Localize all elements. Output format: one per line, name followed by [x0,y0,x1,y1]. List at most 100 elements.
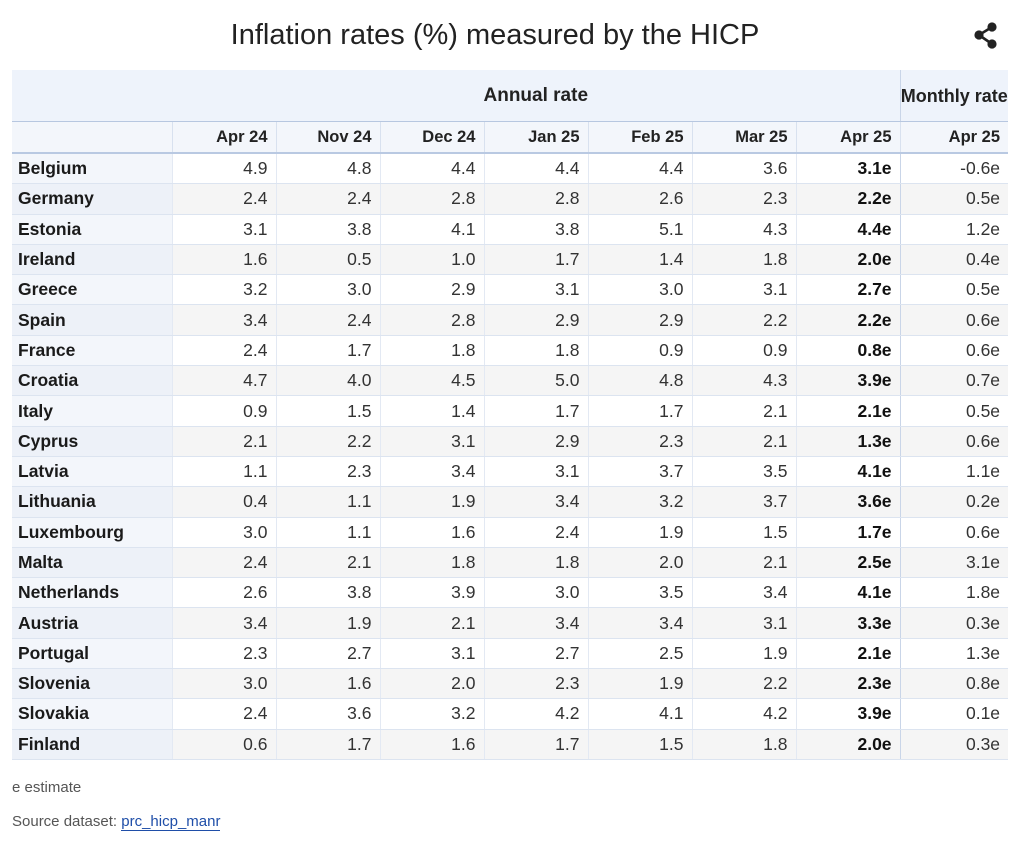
annual-rate-cell: 3.5 [691,456,796,488]
annual-rate-cell: 3.8 [275,214,380,245]
annual-rate-cell: 2.4 [275,304,380,336]
country-cell: Estonia [12,214,172,245]
country-cell: Slovenia [12,668,172,700]
annual-rate-cell: 2.3 [587,426,692,457]
annual-rate-cell: 0.9 [691,335,796,367]
table-row: Austria 3.4 1.9 2.1 3.4 3.4 3.1 3.3e 0.3e [12,607,1009,639]
annual-rate-cell: 2.2 [275,426,380,457]
monthly-rate-cell: 0.5e [899,183,1009,215]
country-header [12,121,172,154]
share-icon [974,22,997,49]
annual-rate-cell: 2.0e [795,244,901,276]
annual-rate-cell: 1.9 [691,638,796,670]
annual-rate-cell: 3.2 [587,486,692,518]
annual-rate-cell: 2.2 [691,304,796,336]
annual-rate-cell: 1.7e [795,517,901,548]
table-row: Luxembourg 3.0 1.1 1.6 2.4 1.9 1.5 1.7e 0.6e [12,517,1009,548]
annual-rate-cell: 3.0 [483,577,588,609]
table-row: Greece 3.2 3.0 2.9 3.1 3.0 3.1 2.7e 0.5e [12,274,1009,306]
country-cell: Luxembourg [12,517,172,548]
monthly-rate-cell: 0.5e [899,395,1009,427]
annual-rate-cell: 4.8 [587,365,692,397]
annual-rate-cell: 1.6 [379,517,484,548]
annual-rate-cell: 2.1 [171,426,276,457]
footnote: e estimate [12,779,82,796]
monthly-rate-cell: 0.6e [899,517,1009,548]
annual-rate-cell: 1.8 [379,335,484,367]
table-body: Belgium 4.9 4.8 4.4 4.4 4.4 3.6 3.1e -0.6e German… [12,153,1009,760]
annual-rate-cell: 3.4 [483,607,588,639]
annual-rate-cell: 0.6 [171,729,276,760]
country-cell: Germany [12,183,172,215]
monthly-rate-cell: 0.1e [899,698,1009,730]
annual-rate-cell: 5.1 [587,214,692,245]
page-title: Inflation rates (%) measured by the HICP [230,19,760,51]
annual-rate-cell: 1.5 [275,395,380,427]
annual-rate-cell: 2.4 [171,183,276,215]
monthly-rate-cell: 0.3e [899,607,1009,639]
table-row: Estonia 3.1 3.8 4.1 3.8 5.1 4.3 4.4e 1.2e [12,214,1009,245]
monthly-rate-cell: 1.1e [899,456,1009,488]
annual-rate-cell: 3.6 [691,153,796,185]
annual-rate-cell: 2.4 [275,183,380,215]
annual-rate-cell: 4.9 [171,153,276,185]
source-dataset-link[interactable]: prc_hicp_manr [121,813,221,831]
country-cell: Slovakia [12,698,172,730]
annual-rate-cell: 2.4 [171,335,276,367]
annual-rate-cell: 2.3 [483,668,588,700]
table-row: Cyprus 2.1 2.2 3.1 2.9 2.3 2.1 1.3e 0.6e [12,426,1009,457]
annual-rate-cell: 4.1 [379,214,484,245]
annual-rate-cell: 2.5 [587,638,692,670]
monthly-rate-cell: 0.4e [899,244,1009,276]
annual-rate-cell: 1.7 [587,395,692,427]
country-cell: Lithuania [12,486,172,518]
annual-rate-cell: 2.1e [795,395,901,427]
annual-rate-cell: 2.9 [379,274,484,306]
annual-rate-cell: 3.8 [483,214,588,245]
country-cell: Portugal [12,638,172,670]
annual-rate-cell: 1.1 [171,456,276,488]
annual-rate-cell: 2.3 [691,183,796,215]
annual-rate-cell: 2.2e [795,183,901,215]
annual-rate-cell: 4.4e [795,214,901,245]
month-header: Jan 25 [483,121,588,154]
annual-rate-cell: 4.3 [691,365,796,397]
annual-rate-cell: 1.8 [483,335,588,367]
annual-rate-cell: 2.8 [483,183,588,215]
monthly-rate-cell: 0.8e [899,668,1009,700]
inflation-table: Annual rate Monthly rate Apr 24 Nov 24 D… [12,70,1009,760]
monthly-rate-cell: 0.5e [899,274,1009,306]
annual-rate-cell: 1.7 [275,729,380,760]
annual-rate-cell: 3.1 [171,214,276,245]
monthly-rate-cell: 3.1e [899,547,1009,579]
annual-rate-cell: 4.5 [379,365,484,397]
annual-rate-cell: 2.1 [275,547,380,579]
annual-rate-cell: 3.4 [587,607,692,639]
annual-rate-cell: 3.3e [795,607,901,639]
month-header: Apr 25 [795,121,901,154]
country-cell: Cyprus [12,426,172,457]
annual-rate-cell: 2.1e [795,638,901,670]
annual-rate-cell: 4.4 [483,153,588,185]
annual-rate-cell: 2.1 [691,395,796,427]
annual-rate-cell: 2.4 [483,517,588,548]
annual-rate-cell: 3.2 [171,274,276,306]
annual-rate-cell: 3.9e [795,365,901,397]
annual-rate-cell: 3.0 [171,668,276,700]
annual-rate-cell: 4.2 [691,698,796,730]
annual-rate-cell: 3.1 [379,638,484,670]
annual-rate-cell: 2.5e [795,547,901,579]
table-row: Latvia 1.1 2.3 3.4 3.1 3.7 3.5 4.1e 1.1e [12,456,1009,488]
country-cell: Latvia [12,456,172,488]
country-cell: Finland [12,729,172,760]
table-row: Netherlands 2.6 3.8 3.9 3.0 3.5 3.4 4.1e 1.8e [12,577,1009,609]
table-row: Slovakia 2.4 3.6 3.2 4.2 4.1 4.2 3.9e 0.1e [12,698,1009,730]
share-button[interactable] [968,18,1004,54]
month-header: Nov 24 [275,121,380,154]
annual-rate-cell: 1.9 [587,668,692,700]
country-cell: Croatia [12,365,172,397]
annual-rate-cell: 3.9e [795,698,901,730]
annual-rate-cell: 4.8 [275,153,380,185]
annual-rate-cell: 3.4 [171,304,276,336]
header-group-row: Annual rate Monthly rate [12,70,1009,122]
